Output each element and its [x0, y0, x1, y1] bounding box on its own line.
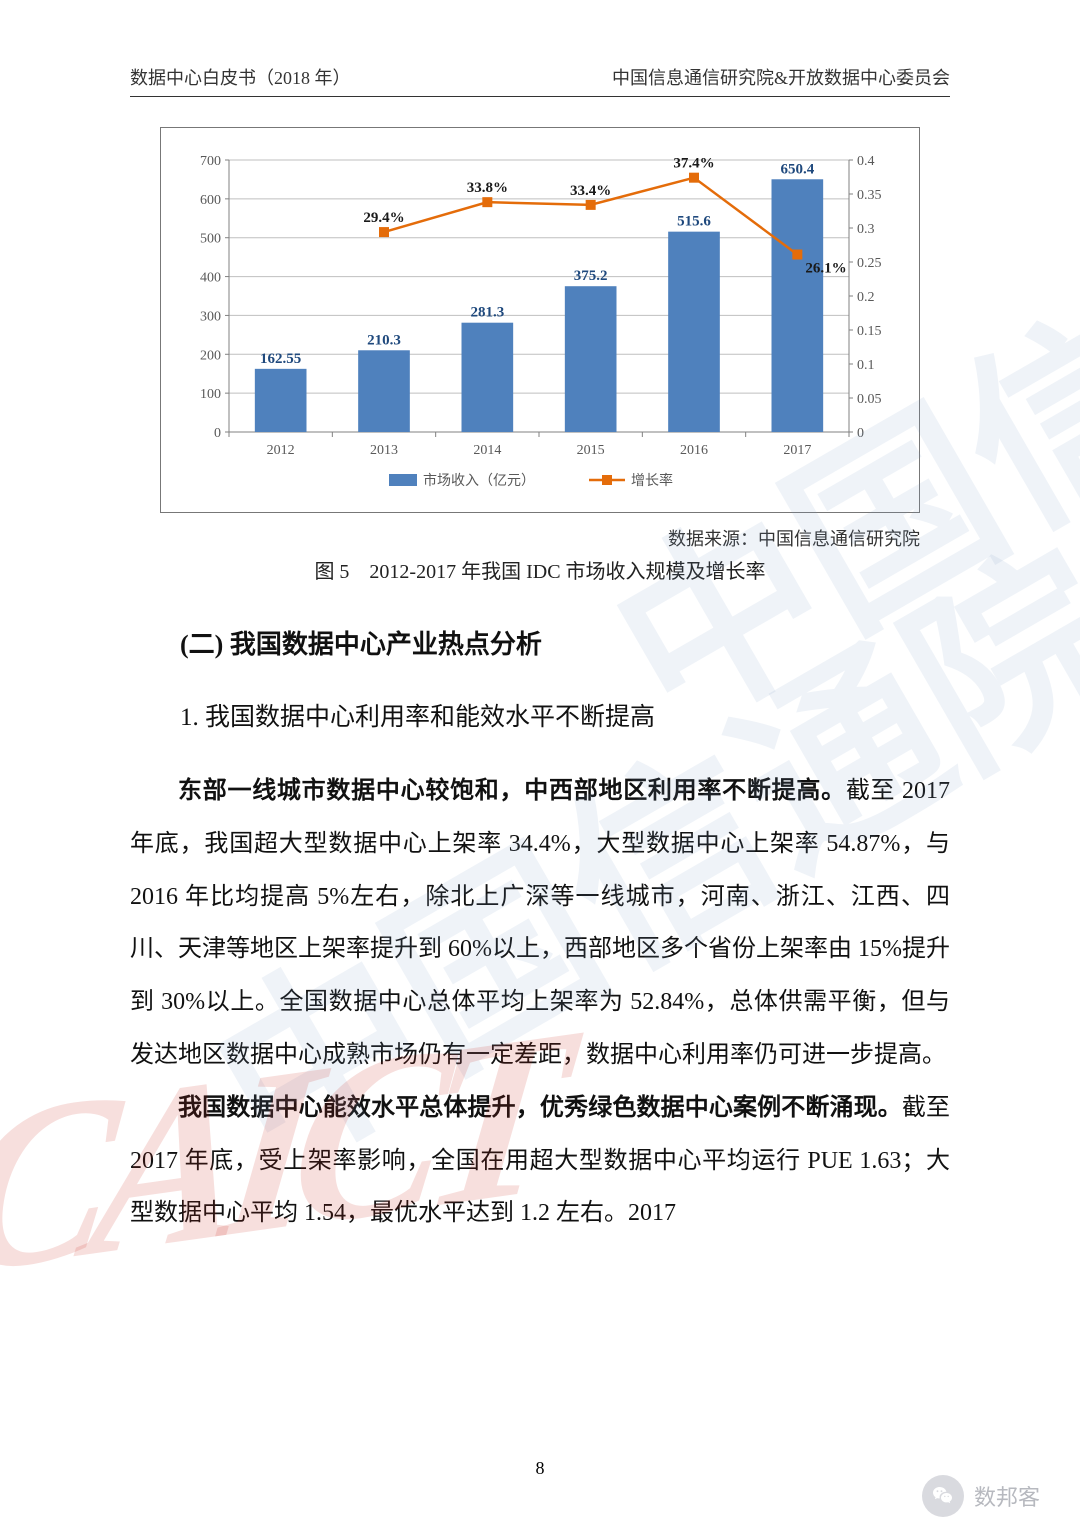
svg-text:2015: 2015 [577, 443, 605, 458]
svg-text:2017: 2017 [783, 443, 811, 458]
paragraph-1: 东部一线城市数据中心较饱和，中西部地区利用率不断提高。截至 2017 年底，我国… [130, 765, 950, 1082]
svg-text:100: 100 [200, 387, 221, 402]
svg-text:2012: 2012 [267, 443, 295, 458]
svg-text:700: 700 [200, 154, 221, 169]
chart-caption: 图 5 2012-2017 年我国 IDC 市场收入规模及增长率 [130, 555, 950, 584]
idc-revenue-chart: 0 100 200 300 400 500 600 700 0 0.05 0.1 0.15 0.2 0.2… [160, 127, 920, 513]
svg-text:0.2: 0.2 [857, 290, 875, 305]
svg-text:281.3: 281.3 [470, 305, 504, 321]
svg-text:0.4: 0.4 [857, 154, 875, 169]
svg-text:26.1%: 26.1% [805, 261, 846, 277]
svg-text:33.8%: 33.8% [467, 180, 508, 196]
wechat-icon [922, 1475, 964, 1517]
section-heading: (二) 我国数据中心产业热点分析 [180, 624, 950, 661]
paragraph-2-lead: 我国数据中心能效水平总体提升，优秀绿色数据中心案例不断涌现。 [178, 1095, 902, 1121]
svg-text:2014: 2014 [473, 443, 501, 458]
page-header: 数据中心白皮书（2018 年） 中国信息通信研究院&开放数据中心委员会 [130, 64, 950, 97]
footer-label: 数邦客 [974, 1480, 1040, 1512]
svg-text:0.25: 0.25 [857, 256, 882, 271]
footer-brand: 数邦客 [922, 1475, 1040, 1517]
svg-text:29.4%: 29.4% [363, 210, 404, 226]
svg-text:0.15: 0.15 [857, 324, 882, 339]
svg-text:375.2: 375.2 [574, 268, 608, 284]
svg-text:200: 200 [200, 348, 221, 363]
svg-text:市场收入（亿元）: 市场收入（亿元） [423, 472, 535, 489]
page-number: 8 [0, 1458, 1080, 1479]
svg-text:650.4: 650.4 [780, 161, 814, 177]
sub-heading: 1. 我国数据中心利用率和能效水平不断提高 [180, 697, 950, 733]
header-right: 中国信息通信研究院&开放数据中心委员会 [612, 64, 950, 90]
chart-svg: 0 100 200 300 400 500 600 700 0 0.05 0.1 0.15 0.2 0.2… [179, 142, 899, 502]
svg-text:600: 600 [200, 193, 221, 208]
header-left: 数据中心白皮书（2018 年） [130, 64, 351, 90]
svg-text:400: 400 [200, 271, 221, 286]
svg-text:增长率: 增长率 [631, 472, 673, 489]
svg-text:0.35: 0.35 [857, 188, 882, 203]
svg-text:300: 300 [200, 309, 221, 324]
paragraph-1-lead: 东部一线城市数据中心较饱和，中西部地区利用率不断提高。 [178, 778, 846, 804]
svg-text:515.6: 515.6 [677, 214, 711, 230]
svg-text:0.05: 0.05 [857, 392, 882, 407]
paragraph-1-body: 截至 2017 年底，我国超大型数据中心上架率 34.4%，大型数据中心上架率 … [130, 778, 950, 1068]
svg-text:0: 0 [214, 426, 221, 441]
chart-source: 数据来源：中国信息通信研究院 [130, 525, 920, 551]
svg-text:210.3: 210.3 [367, 332, 401, 348]
svg-text:37.4%: 37.4% [673, 156, 714, 172]
svg-text:500: 500 [200, 232, 221, 247]
svg-text:0.1: 0.1 [857, 358, 875, 373]
svg-text:2016: 2016 [680, 443, 708, 458]
svg-text:0: 0 [857, 426, 864, 441]
svg-text:33.4%: 33.4% [570, 183, 611, 199]
svg-text:2013: 2013 [370, 443, 398, 458]
document-page: 中国信通院 中国信通院 CAICT 数据中心白皮书（2018 年） 中国信息通信… [0, 0, 1080, 1527]
svg-text:162.55: 162.55 [260, 351, 301, 367]
svg-text:0.3: 0.3 [857, 222, 875, 237]
paragraph-2: 我国数据中心能效水平总体提升，优秀绿色数据中心案例不断涌现。截至 2017 年底… [130, 1082, 950, 1240]
